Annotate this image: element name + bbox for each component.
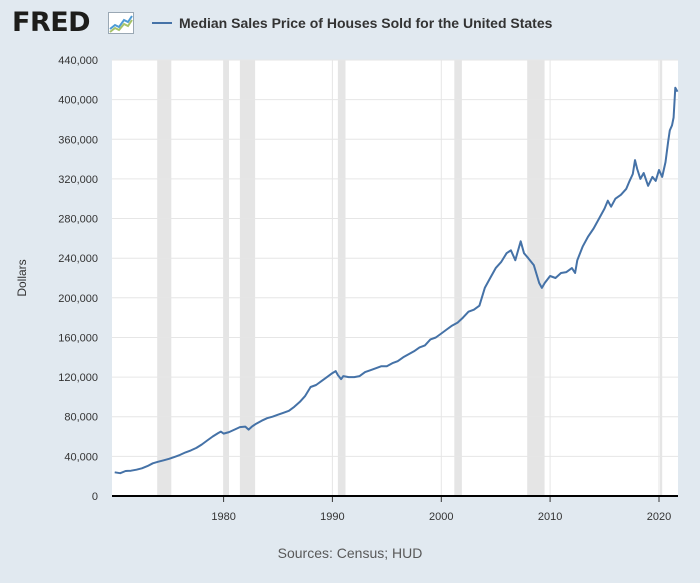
y-tick-label: 320,000 <box>58 174 98 186</box>
chart-header: FRED Median Sales Price of Houses Sold f… <box>12 8 692 38</box>
recession-band-2 <box>239 60 256 496</box>
gridlines <box>112 59 678 496</box>
recession-band-1 <box>223 60 229 496</box>
x-tick-label: 2020 <box>647 511 671 523</box>
recession-band-5 <box>527 60 545 496</box>
y-tick-label: 80,000 <box>64 412 98 424</box>
series-line <box>114 86 679 475</box>
x-tick-label: 1990 <box>320 511 344 523</box>
legend-label[interactable]: Median Sales Price of Houses Sold for th… <box>179 15 553 31</box>
y-tick-label: 200,000 <box>58 293 98 305</box>
recession-band-3 <box>337 60 346 496</box>
y-tick-label: 280,000 <box>58 214 98 226</box>
y-axis-label: Dollars <box>15 259 29 296</box>
y-tick-label: 0 <box>92 491 98 503</box>
x-tick-label: 1980 <box>211 511 235 523</box>
legend-swatch <box>152 22 172 24</box>
y-tick-label: 400,000 <box>58 95 98 107</box>
y-tick-label: 40,000 <box>64 451 98 463</box>
x-tick-label: 2010 <box>538 511 562 523</box>
y-tick-label: 160,000 <box>58 333 98 345</box>
y-tick-label: 240,000 <box>58 253 98 265</box>
recession-band-6 <box>660 60 663 496</box>
fred-graph-icon <box>108 12 134 34</box>
recession-shading <box>157 60 663 496</box>
recession-band-0 <box>157 60 172 496</box>
x-tick-label: 2000 <box>429 511 453 523</box>
fred-logo[interactable]: FRED <box>12 7 91 38</box>
chart: 0 40,000 80,000 120,000 160,000 200,000 240,00… <box>15 55 679 523</box>
y-axis-ticks: 0 40,000 80,000 120,000 160,000 200,000 240,00… <box>58 55 98 503</box>
y-tick-label: 360,000 <box>58 134 98 146</box>
y-tick-label: 440,000 <box>58 55 98 67</box>
sources-note: Sources: Census; HUD <box>277 545 423 561</box>
recession-band-4 <box>454 60 462 496</box>
x-axis-ticks: 1980 1990 2000 2010 2020 <box>211 496 671 523</box>
y-tick-label: 120,000 <box>58 372 98 384</box>
plot-background <box>112 60 678 496</box>
